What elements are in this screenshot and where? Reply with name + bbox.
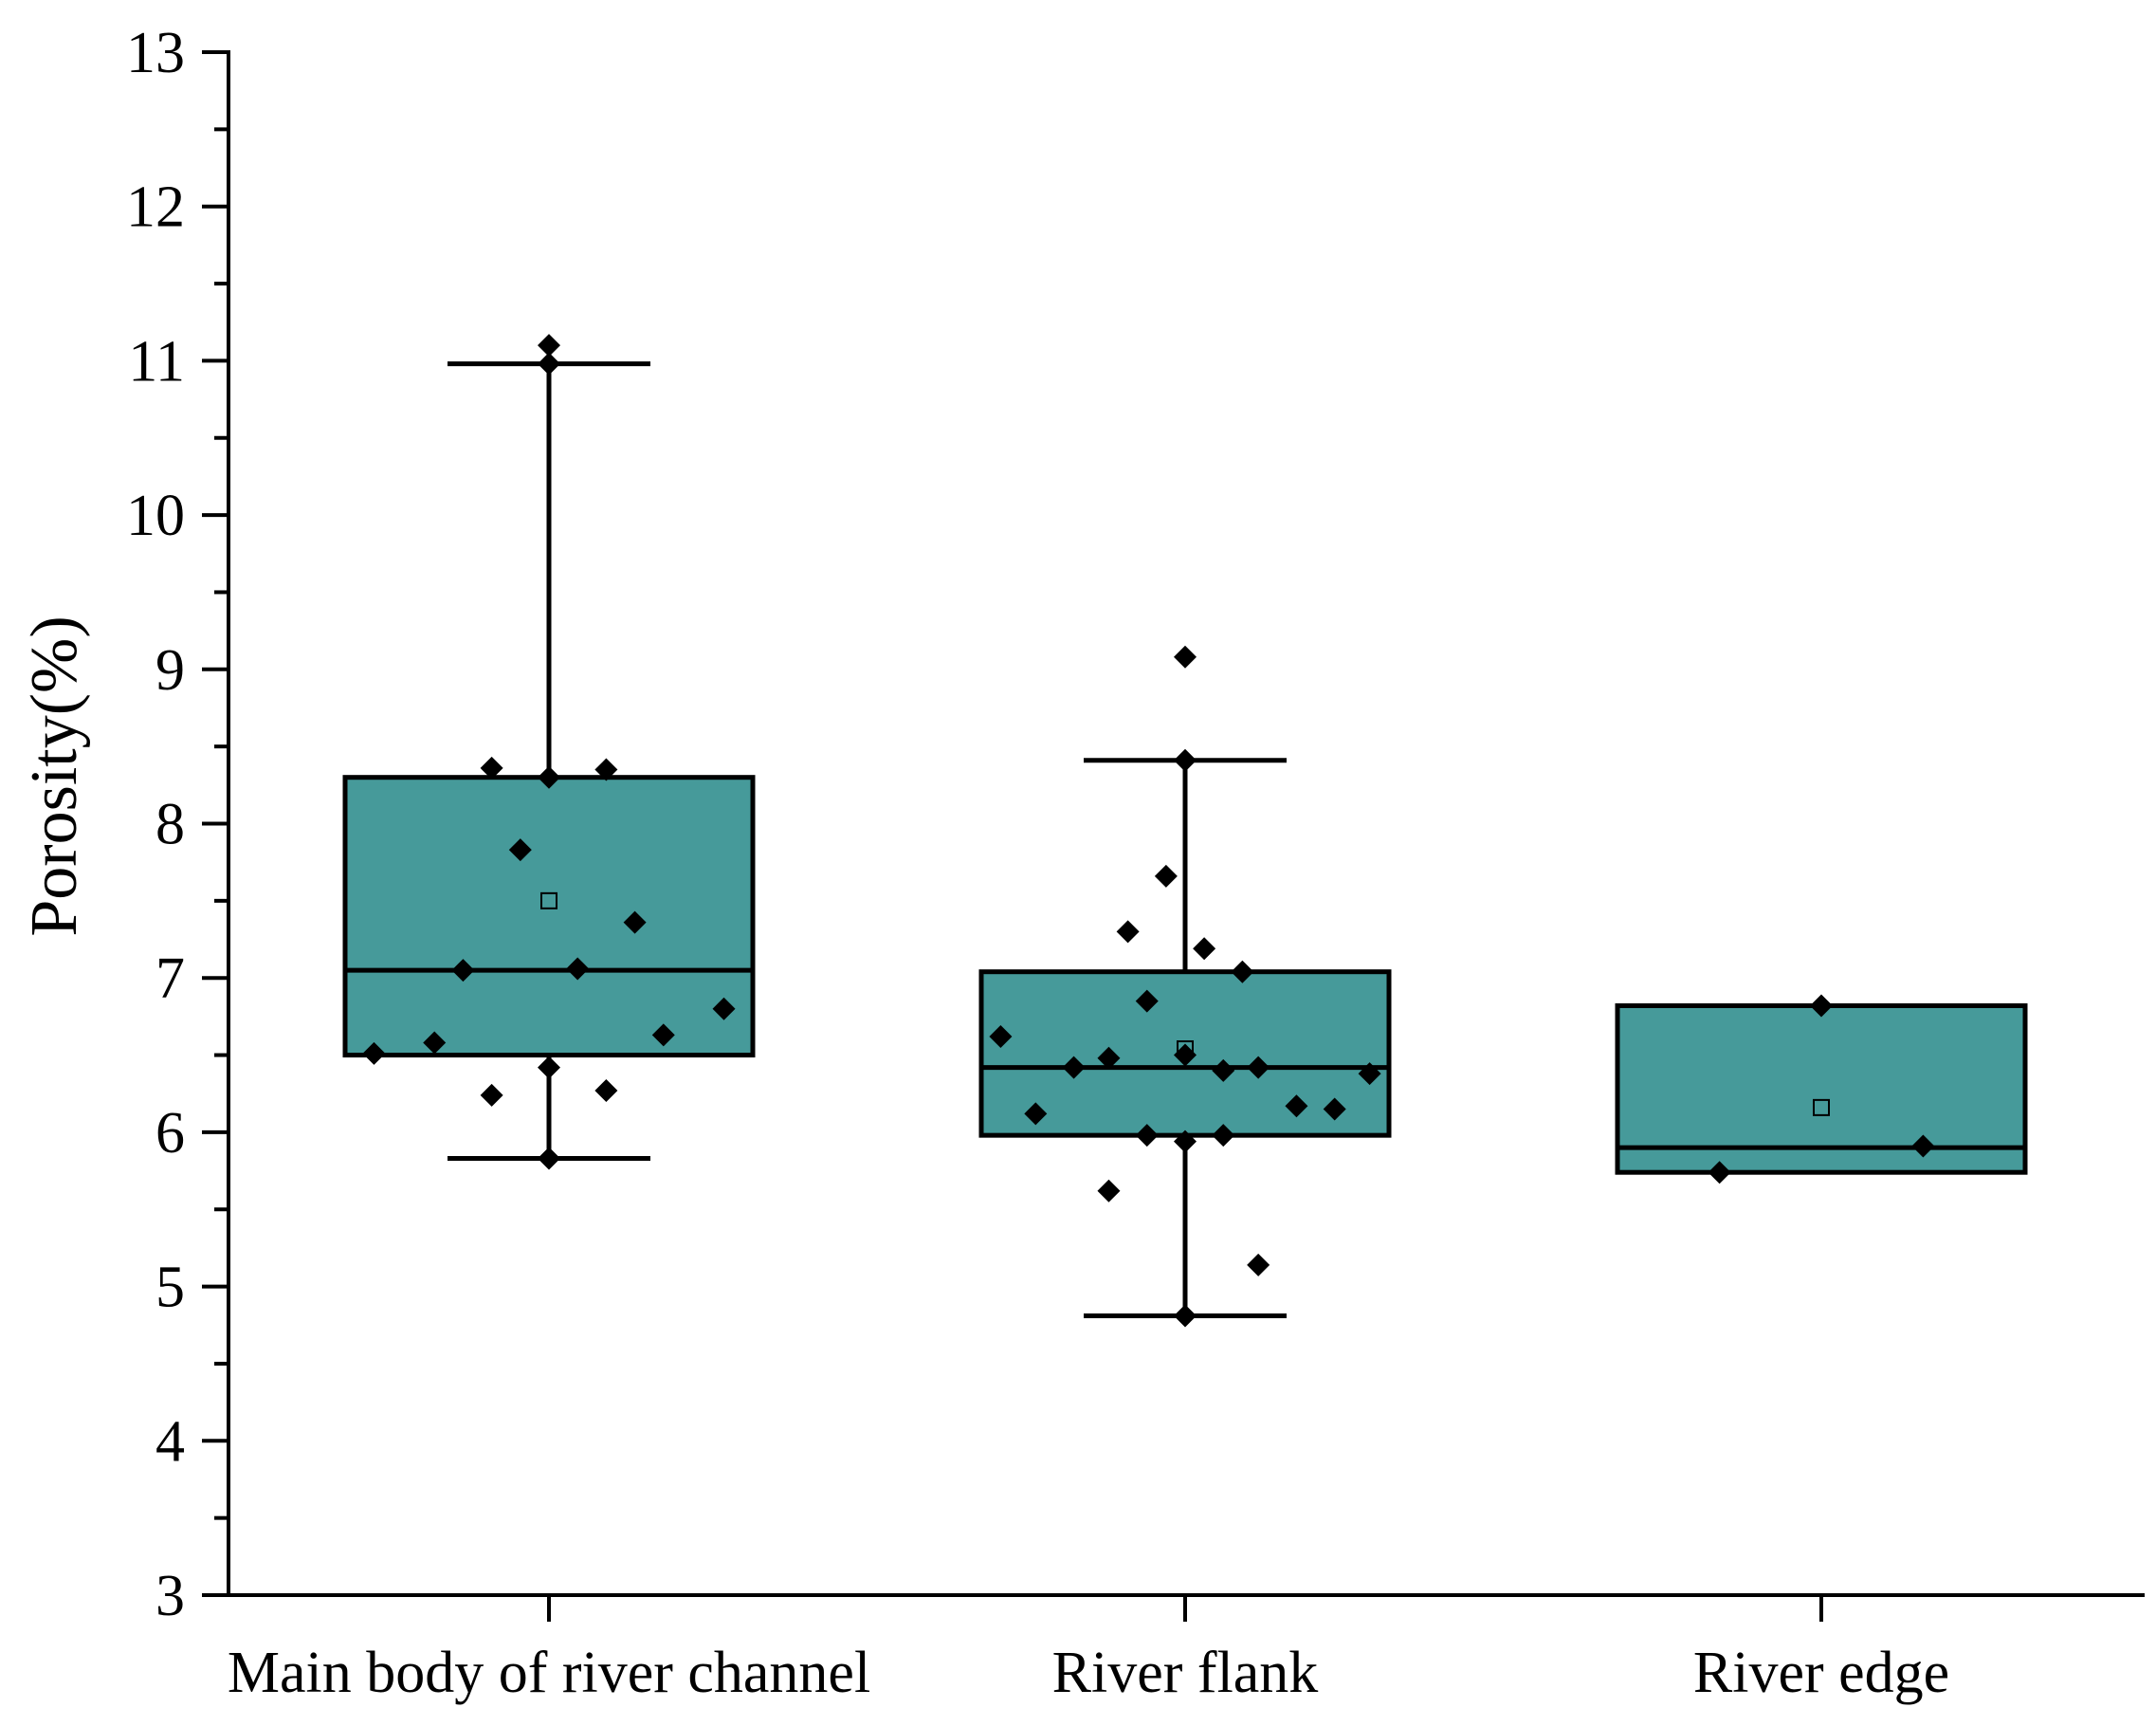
y-tick-label: 6 <box>155 1101 185 1166</box>
data-point <box>1062 1056 1086 1079</box>
data-point <box>1024 1102 1048 1126</box>
data-point <box>1097 1046 1121 1070</box>
data-point <box>651 1023 675 1047</box>
data-point <box>1323 1097 1346 1121</box>
data-point <box>508 838 532 862</box>
y-axis-title: Porosity(%) <box>18 615 91 936</box>
data-point <box>538 1056 560 1079</box>
box-group <box>978 645 1392 1328</box>
data-point <box>538 352 560 376</box>
data-point <box>989 1025 1013 1049</box>
data-point <box>1116 920 1140 944</box>
data-point <box>594 1078 618 1102</box>
y-tick-label: 5 <box>155 1256 185 1320</box>
data-point <box>1247 1253 1270 1276</box>
data-point <box>1708 1161 1731 1184</box>
data-point <box>1174 1304 1197 1328</box>
y-tick-label: 13 <box>126 21 185 85</box>
plot-area <box>342 334 2028 1328</box>
data-point <box>538 765 560 789</box>
y-tick-label: 8 <box>155 793 185 857</box>
data-point <box>1193 937 1216 961</box>
data-point <box>1212 1058 1235 1082</box>
data-point <box>594 758 618 781</box>
y-tick-label: 11 <box>128 329 185 394</box>
y-tick-label: 7 <box>155 946 185 1011</box>
y-axis-ticks: 3 4 5 6 7 8 9 10 11 12 13 <box>126 21 228 1628</box>
data-point <box>1097 1179 1121 1203</box>
box-iqr <box>1615 1002 2028 1175</box>
data-point <box>480 1083 503 1107</box>
data-point <box>362 1041 386 1065</box>
y-tick-label: 12 <box>126 175 185 240</box>
data-point <box>538 334 560 358</box>
data-point <box>1285 1094 1308 1118</box>
data-point <box>1174 645 1197 669</box>
data-point <box>1358 1062 1381 1086</box>
data-point <box>712 997 736 1020</box>
y-tick-label: 10 <box>126 484 185 548</box>
data-point <box>623 910 647 934</box>
data-point <box>1212 1124 1235 1148</box>
data-point <box>1247 1056 1270 1079</box>
data-point <box>1810 994 1833 1018</box>
data-point <box>1135 989 1159 1013</box>
mean-marker <box>1813 1098 1830 1116</box>
data-point <box>1174 1129 1197 1153</box>
box-group <box>342 334 756 1170</box>
data-point <box>566 957 590 981</box>
data-point <box>423 1031 447 1055</box>
x-category-label: River edge <box>1693 1641 1949 1705</box>
data-point <box>1174 748 1197 772</box>
y-tick-label: 4 <box>155 1409 185 1474</box>
box-iqr <box>342 775 756 1058</box>
x-axis-ticks: Main body of river channel River flank Riv… <box>228 1595 1949 1705</box>
x-category-label: Main body of river channel <box>228 1641 870 1705</box>
data-point <box>1911 1134 1935 1158</box>
box-group <box>1615 994 2028 1184</box>
data-point <box>1174 1043 1197 1067</box>
data-point <box>1154 864 1178 888</box>
data-point <box>1135 1124 1159 1148</box>
mean-marker <box>540 891 557 909</box>
x-category-label: River flank <box>1052 1641 1319 1705</box>
data-point <box>480 756 503 780</box>
data-point <box>538 1147 560 1170</box>
data-point <box>1231 960 1254 983</box>
y-tick-label: 9 <box>155 638 185 703</box>
y-tick-label: 3 <box>155 1564 185 1628</box>
data-point <box>451 959 475 982</box>
